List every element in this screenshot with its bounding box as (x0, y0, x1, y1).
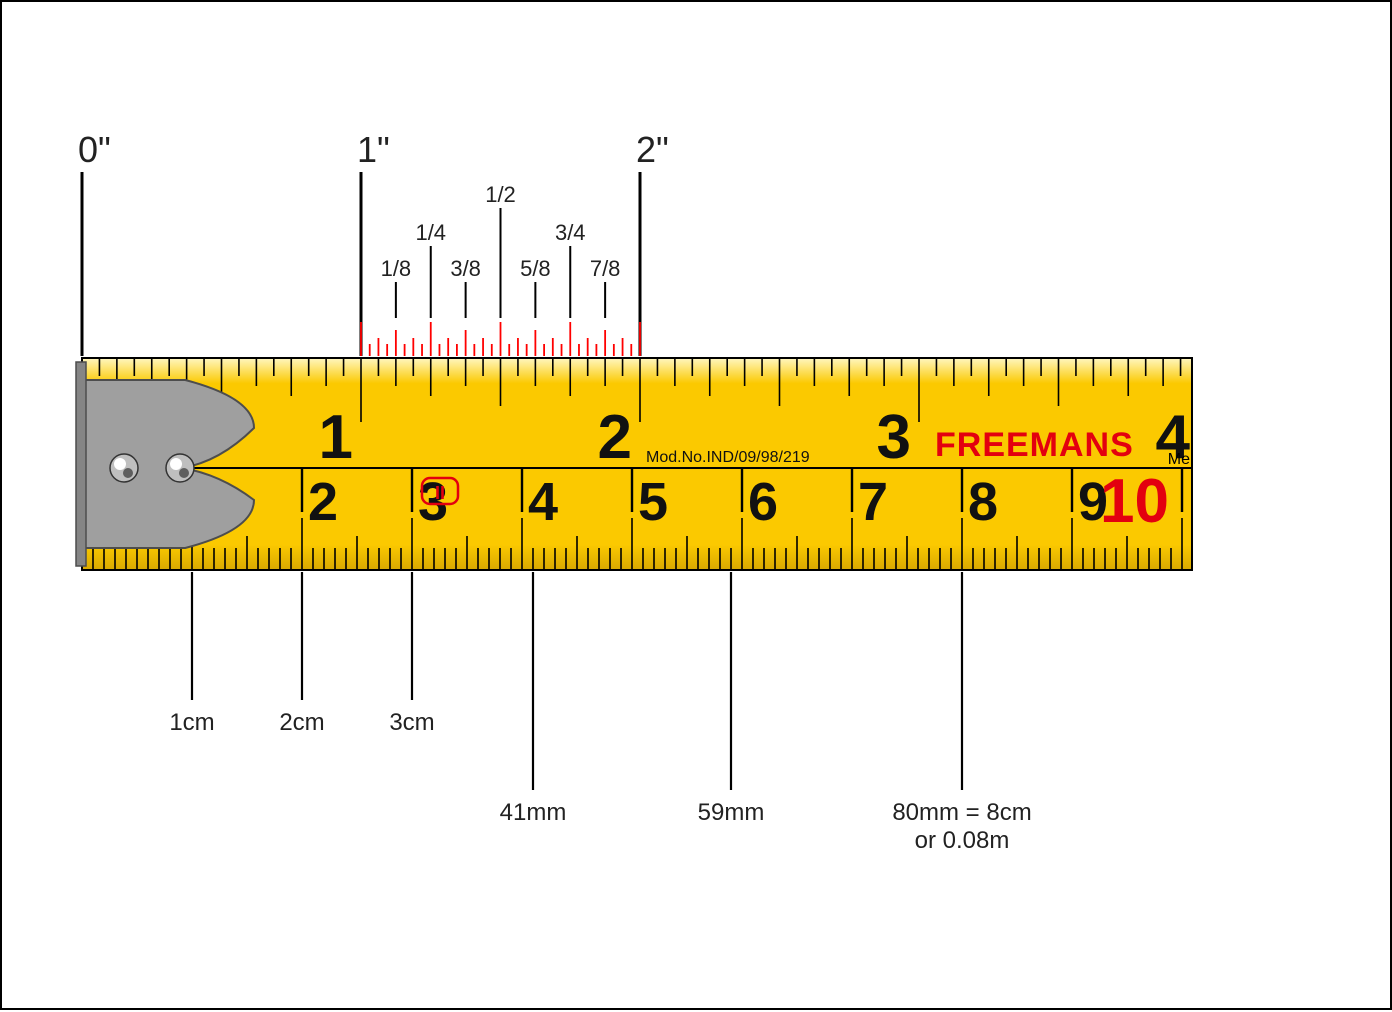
tape-body (82, 358, 1192, 570)
inch-number-3: 3 (877, 403, 911, 472)
callout-frac-7-8: 7/8 (590, 256, 621, 281)
callout-frac-3-8: 3/8 (450, 256, 481, 281)
brand-text: FREEMANS (935, 426, 1134, 464)
cm-number-7: 7 (858, 472, 888, 532)
callout-label-59mm: 59mm (698, 799, 765, 826)
callout-label-30mm: 3cm (389, 709, 434, 736)
cm-number-4: 4 (528, 472, 558, 532)
class-mark-text: II (435, 483, 445, 503)
bottom-callouts: 1cm 2cm 3cm 41mm 59mm 80mm = 8cmor 0.08m (169, 572, 1031, 854)
callout-label-80mm: 80mm = 8cm (892, 799, 1031, 826)
diagram-frame: 1234FREEMANSMod.No.IND/09/98/219Me234567… (0, 0, 1392, 1010)
callout-label-10mm: 1cm (169, 709, 214, 736)
callout-frac-3-4: 3/4 (555, 220, 586, 245)
top-callouts: 0" 1" 2" 1/81/43/8 1/2 5/83/47/8 (78, 129, 669, 356)
cm-number-6: 6 (748, 472, 778, 532)
model-number: Mod.No.IND/09/98/219 (646, 449, 810, 466)
red-fraction-ticks (361, 322, 640, 356)
callout-frac-1-4: 1/4 (415, 220, 446, 245)
inch-number-2: 2 (598, 403, 632, 472)
cm-number-10: 10 (1100, 467, 1169, 536)
cm-number-5: 5 (638, 472, 668, 532)
callout-frac-1-8: 1/8 (381, 256, 412, 281)
inch-number-1: 1 (319, 403, 353, 472)
me-text: Me (1168, 451, 1190, 468)
callout-frac-1-2: 1/2 (485, 182, 516, 207)
callout-inch-1: 1" (357, 129, 390, 170)
callout-frac-5-8: 5/8 (520, 256, 551, 281)
callout-label-20mm: 2cm (279, 709, 324, 736)
callout-inch-0: 0" (78, 129, 111, 170)
callout-label2-80mm: or 0.08m (915, 827, 1010, 854)
cm-number-8: 8 (968, 472, 998, 532)
cm-number-2: 2 (308, 472, 338, 532)
callout-label-41mm: 41mm (500, 799, 567, 826)
tape-measure-diagram: 1234FREEMANSMod.No.IND/09/98/219Me234567… (2, 2, 1392, 1012)
callout-inch-2: 2" (636, 129, 669, 170)
